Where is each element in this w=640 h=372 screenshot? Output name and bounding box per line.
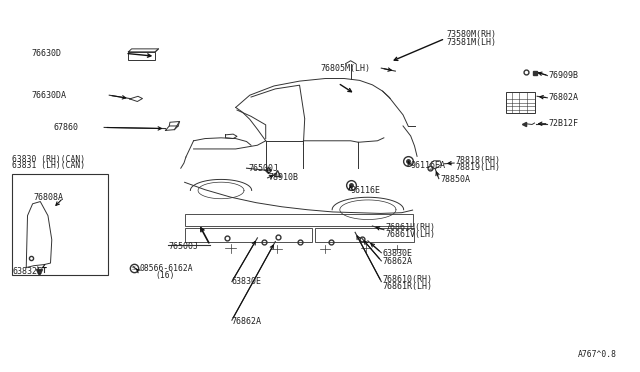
Text: 76630D: 76630D <box>31 49 61 58</box>
Bar <box>506 92 534 113</box>
Text: 08566-6162A: 08566-6162A <box>140 264 193 273</box>
Text: 63830E: 63830E <box>232 277 262 286</box>
Bar <box>315 228 414 242</box>
Text: 73580M(RH): 73580M(RH) <box>447 30 497 39</box>
Text: 96116EA: 96116EA <box>411 161 445 170</box>
Text: 63832E: 63832E <box>12 267 42 276</box>
Text: 76909B: 76909B <box>548 71 579 80</box>
Text: 76808A: 76808A <box>34 193 64 202</box>
Text: 76500J: 76500J <box>168 241 198 250</box>
Bar <box>184 228 312 242</box>
Text: 78818(RH): 78818(RH) <box>456 156 500 165</box>
Text: 73581M(LH): 73581M(LH) <box>447 38 497 47</box>
Text: 78850A: 78850A <box>440 175 470 184</box>
Bar <box>12 174 108 275</box>
Text: 76630DA: 76630DA <box>31 91 67 100</box>
Bar <box>184 214 413 226</box>
Text: 76805M(LH): 76805M(LH) <box>320 64 370 73</box>
Text: 96116E: 96116E <box>351 186 381 195</box>
Text: 76500J: 76500J <box>248 164 278 173</box>
Text: 768610(RH): 768610(RH) <box>383 275 433 284</box>
Text: A767^0.8: A767^0.8 <box>578 350 617 359</box>
Text: 76862A: 76862A <box>232 317 262 326</box>
Text: 76861V(LH): 76861V(LH) <box>385 230 435 239</box>
Text: 78819(LH): 78819(LH) <box>456 163 500 172</box>
Text: 76862A: 76862A <box>383 257 413 266</box>
Text: 63831 (LH)(CAN): 63831 (LH)(CAN) <box>12 161 85 170</box>
Text: 76861R(LH): 76861R(LH) <box>383 282 433 291</box>
Text: 67860: 67860 <box>53 123 78 132</box>
Text: 63830 (RH)(CAN): 63830 (RH)(CAN) <box>12 155 85 164</box>
Text: S: S <box>132 266 136 271</box>
Text: (16): (16) <box>156 271 175 280</box>
Text: 72B12F: 72B12F <box>548 119 579 128</box>
Text: 76861U(RH): 76861U(RH) <box>385 223 435 232</box>
Text: 78910B: 78910B <box>269 173 299 182</box>
Bar <box>129 52 156 60</box>
Text: 76802A: 76802A <box>548 93 579 102</box>
Text: 63830E: 63830E <box>383 249 413 258</box>
